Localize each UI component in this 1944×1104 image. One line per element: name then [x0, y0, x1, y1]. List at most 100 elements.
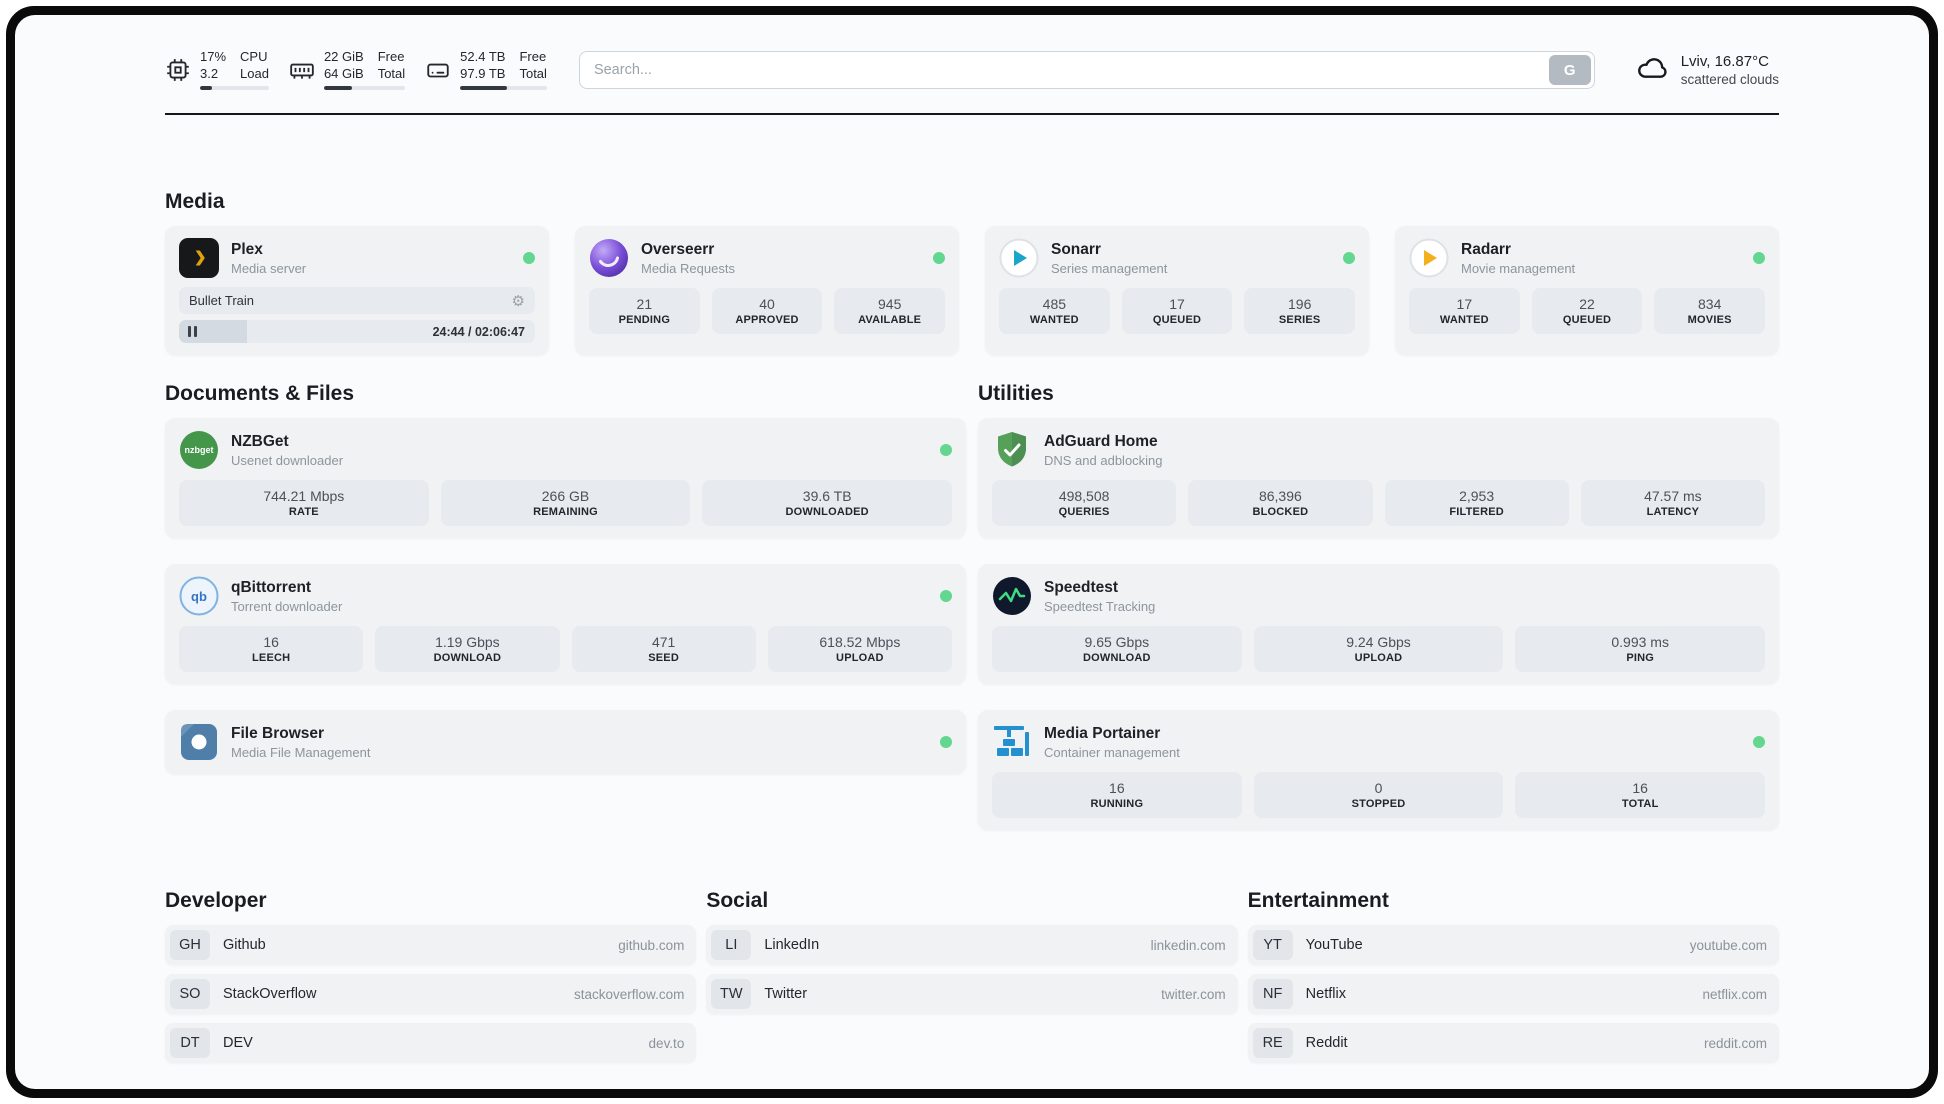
system-widgets: 17% 3.2 CPU Load — [165, 48, 547, 91]
service-card-portainer[interactable]: Media Portainer Container management 16 R… — [978, 710, 1779, 830]
bookmark-netflix[interactable]: NF Netflix netflix.com — [1247, 974, 1779, 1014]
section-entertainment: Entertainment YT YouTube youtube.com NF … — [1247, 888, 1779, 1063]
section-title-media: Media — [165, 190, 225, 213]
bookmark-youtube[interactable]: YT YouTube youtube.com — [1247, 925, 1779, 965]
bookmark-reddit[interactable]: RE Reddit reddit.com — [1247, 1023, 1779, 1063]
window-frame: 17% 3.2 CPU Load — [6, 6, 1938, 1098]
cpu-usage-value: 17% — [200, 48, 227, 64]
pause-icon[interactable] — [188, 326, 197, 337]
bookmark-name: LinkedIn — [764, 937, 820, 953]
bookmark-url: reddit.com — [1703, 1035, 1767, 1051]
stat-download: 9.65 Gbps DOWNLOAD — [992, 626, 1242, 672]
service-card-sonarr[interactable]: Sonarr Series management 485 WANTED 17 QUE… — [985, 226, 1369, 355]
service-name: AdGuard Home — [1044, 432, 1158, 450]
stat-queries: 498,508 QUERIES — [992, 480, 1177, 526]
bookmark-url: dev.to — [648, 1035, 685, 1051]
service-card-qbittorrent[interactable]: qb qBittorrent Torrent downloader 16 LEEC… — [165, 564, 966, 684]
bookmark-name: Twitter — [764, 986, 808, 1002]
bookmark-twitter[interactable]: TW Twitter twitter.com — [706, 974, 1238, 1014]
bookmark-stackoverflow[interactable]: SO StackOverflow stackoverflow.com — [165, 974, 697, 1014]
cpu-label: CPU — [240, 48, 268, 64]
service-name: Radarr — [1461, 240, 1511, 258]
service-name: Speedtest — [1044, 578, 1119, 596]
bookmark-linkedin[interactable]: LI LinkedIn linkedin.com — [706, 925, 1238, 965]
section-title-utilities: Utilities — [978, 382, 1054, 405]
gear-icon[interactable]: ⚙ — [511, 292, 525, 310]
stat-approved: 40 APPROVED — [711, 288, 823, 334]
section-title-entertainment: Entertainment — [1247, 889, 1389, 912]
service-subtitle: Media File Management — [231, 744, 371, 760]
cpu-widget: 17% 3.2 CPU Load — [165, 48, 269, 91]
service-card-filebrowser[interactable]: File Browser Media File Management — [165, 710, 966, 774]
stat-leech: 16 LEECH — [179, 626, 364, 672]
stat-stopped: 0 STOPPED — [1253, 772, 1504, 818]
service-card-radarr[interactable]: Radarr Movie management 17 WANTED 22 QUEUE… — [1395, 226, 1779, 355]
service-subtitle: Usenet downloader — [231, 452, 344, 468]
disk-free-label: Free — [519, 48, 547, 64]
memory-total-value: 64 GiB — [323, 65, 364, 81]
disk-free-value: 52.4 TB — [460, 48, 506, 64]
top-bar: 17% 3.2 CPU Load — [165, 41, 1779, 99]
bookmark-name: Github — [223, 937, 266, 953]
cpu-chip-icon — [165, 57, 191, 83]
service-card-nzbget[interactable]: nzbget NZBGet Usenet downloader 744.21 M… — [165, 418, 966, 538]
disk-progress-bar — [460, 86, 547, 91]
stat-ping: 0.993 ms PING — [1515, 626, 1766, 672]
bookmark-dev[interactable]: DT DEV dev.to — [165, 1023, 697, 1063]
stat-available: 945 AVAILABLE — [834, 288, 946, 334]
bookmark-name: Reddit — [1305, 1035, 1348, 1051]
service-subtitle: DNS and adblocking — [1044, 452, 1163, 468]
weather-widget[interactable]: Lviv, 16.87°C scattered clouds — [1633, 52, 1779, 89]
bookmark-url: youtube.com — [1689, 937, 1767, 953]
service-name: Plex — [231, 240, 263, 258]
service-name: Sonarr — [1051, 240, 1101, 258]
search-input[interactable] — [578, 51, 1595, 89]
overseerr-icon — [589, 238, 629, 278]
bookmark-url: netflix.com — [1702, 986, 1767, 1002]
bookmark-abbr: NF — [1252, 979, 1293, 1009]
bookmark-github[interactable]: GH Github github.com — [165, 925, 697, 965]
search-box: G — [578, 51, 1595, 89]
player-progress-bar[interactable]: 24:44 / 02:06:47 — [179, 320, 535, 343]
now-playing-title: Bullet Train — [189, 293, 255, 308]
stat-movies: 834 MOVIES — [1654, 288, 1766, 334]
service-subtitle: Media server — [231, 260, 307, 276]
service-subtitle: Speedtest Tracking — [1044, 598, 1156, 614]
load-label: Load — [240, 65, 269, 81]
status-dot — [1753, 736, 1765, 748]
memory-free-value: 22 GiB — [323, 48, 364, 64]
qbittorrent-icon: qb — [179, 576, 219, 616]
dashboard: 17% 3.2 CPU Load — [15, 15, 1929, 1089]
stat-seed: 471 SEED — [571, 626, 756, 672]
svg-text:nzbget: nzbget — [185, 445, 214, 455]
plex-icon — [179, 238, 219, 278]
now-playing-bar: Bullet Train ⚙ — [179, 287, 535, 314]
memory-total-label: Total — [377, 65, 406, 81]
section-title-social: Social — [706, 889, 769, 912]
status-dot — [940, 444, 952, 456]
bookmark-name: StackOverflow — [223, 986, 317, 1002]
disk-widget: 52.4 TB 97.9 TB Free Total — [425, 48, 547, 91]
stat-filtered: 2,953 FILTERED — [1384, 480, 1569, 526]
header-divider — [165, 113, 1779, 115]
stat-pending: 21 PENDING — [589, 288, 700, 334]
service-card-plex[interactable]: Plex Media server Bullet Train ⚙ 24:44 /… — [165, 226, 549, 355]
stat-wanted: 485 WANTED — [999, 288, 1110, 334]
bookmark-abbr: GH — [170, 930, 210, 960]
status-dot — [940, 736, 952, 748]
bookmark-url: github.com — [618, 937, 685, 953]
weather-location: Lviv, 16.87°C — [1680, 53, 1769, 70]
stat-rate: 744.21 Mbps RATE — [179, 480, 429, 526]
service-card-speedtest[interactable]: Speedtest Speedtest Tracking 9.65 Gbps DO… — [978, 564, 1779, 684]
service-card-adguard[interactable]: AdGuard Home DNS and adblocking 498,508 Q… — [978, 418, 1779, 538]
filebrowser-icon — [179, 722, 219, 762]
player-progress-fill — [179, 320, 247, 343]
service-subtitle: Media Requests — [641, 260, 735, 276]
service-name: File Browser — [231, 724, 325, 742]
disk-total-value: 97.9 TB — [460, 65, 506, 81]
stat-upload: 9.24 Gbps UPLOAD — [1253, 626, 1504, 672]
nzbget-icon: nzbget — [179, 430, 219, 470]
stat-remaining: 266 GB REMAINING — [440, 480, 691, 526]
service-card-overseerr[interactable]: Overseerr Media Requests 21 PENDING 40 APP… — [575, 226, 959, 355]
search-engine-button[interactable]: G — [1548, 55, 1591, 85]
